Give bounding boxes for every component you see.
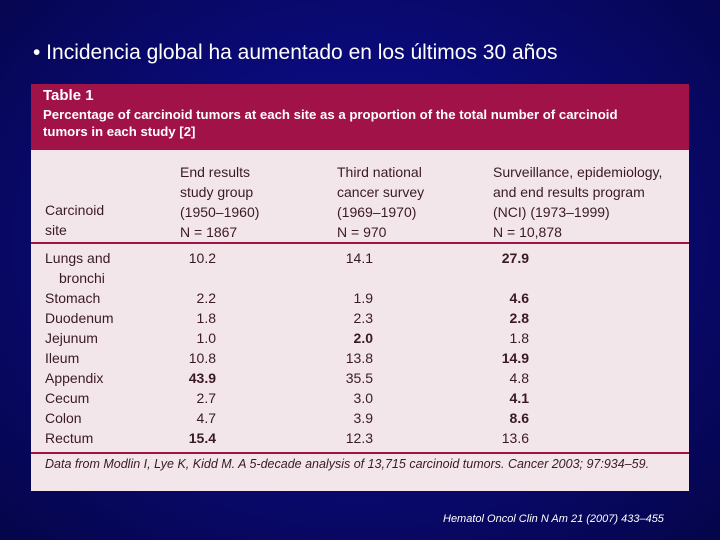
col2-line4: N = 970 (337, 224, 387, 240)
cell-third-national: 1.9 (353, 290, 373, 306)
table-source-note: Data from Modlin I, Lye K, Kidd M. A 5-d… (45, 456, 685, 473)
cell-seer: 4.6 (509, 290, 529, 306)
col2-line2: cancer survey (337, 184, 425, 200)
cell-seer: 8.6 (509, 410, 529, 426)
cell-seer: 27.9 (501, 250, 529, 266)
cell-end-results: 10.8 (188, 350, 216, 366)
cell-site-continued: bronchi (59, 270, 105, 286)
cell-third-national: 35.5 (345, 370, 373, 386)
column-header-third-national: Third national cancer survey (1969–1970)… (337, 162, 424, 242)
table-row: Duodenum 1.8 2.3 2.8 (31, 308, 689, 328)
source-note-text: Data from Modlin I, Lye K, Kidd M. A 5-d… (45, 457, 650, 471)
table-row: Jejunum 1.0 2.0 1.8 (31, 328, 689, 348)
carcinoid-table: Table 1 Percentage of carcinoid tumors a… (31, 84, 689, 491)
table-row: Ileum 10.8 13.8 14.9 (31, 348, 689, 368)
cell-site: Stomach (45, 290, 101, 306)
column-header-site-line1: Carcinoid (45, 202, 105, 218)
cell-site: Rectum (45, 430, 94, 446)
cell-third-national: 2.3 (353, 310, 373, 326)
col2-line3: (1969–1970) (337, 204, 417, 220)
table-row-continuation: bronchi (31, 268, 689, 288)
col3-line3: (NCI) (1973–1999) (493, 204, 610, 220)
cell-end-results: 2.2 (196, 290, 216, 306)
cell-third-national: 2.0 (353, 330, 373, 346)
cell-end-results: 2.7 (196, 390, 216, 406)
cell-seer: 4.1 (509, 390, 529, 406)
cell-site: Appendix (45, 370, 104, 386)
cell-site: Cecum (45, 390, 90, 406)
cell-site: Duodenum (45, 310, 114, 326)
cell-end-results: 43.9 (188, 370, 216, 386)
cell-third-national: 12.3 (345, 430, 373, 446)
footer-rule (31, 452, 689, 454)
col1-line3: (1950–1960) (180, 204, 260, 220)
slide-bullet-text: • Incidencia global ha aumentado en los … (33, 41, 558, 64)
table-row: Appendix 43.9 35.5 4.8 (31, 368, 689, 388)
column-header-site: Carcinoid site (45, 200, 104, 240)
col3-line2: and end results program (493, 184, 645, 200)
col2-line1: Third national (337, 164, 422, 180)
table-caption-line1: Percentage of carcinoid tumors at each s… (43, 107, 618, 122)
table-row: Rectum 15.4 12.3 13.6 (31, 428, 689, 448)
cell-seer: 4.8 (509, 370, 529, 386)
cell-seer: 1.8 (509, 330, 529, 346)
cell-end-results: 15.4 (188, 430, 216, 446)
cell-third-national: 3.9 (353, 410, 373, 426)
cell-seer: 2.8 (509, 310, 529, 326)
cell-third-national: 13.8 (345, 350, 373, 366)
slide-citation: Hematol Oncol Clin N Am 21 (2007) 433–45… (443, 513, 664, 525)
cell-third-national: 14.1 (345, 250, 373, 266)
cell-seer: 14.9 (501, 350, 529, 366)
table-header-band: Table 1 Percentage of carcinoid tumors a… (31, 84, 689, 150)
col1-line4: N = 1867 (180, 224, 238, 240)
column-header-seer: Surveillance, epidemiology, and end resu… (493, 162, 662, 242)
cell-third-national: 3.0 (353, 390, 373, 406)
col1-line1: End results (180, 164, 251, 180)
col3-line4: N = 10,878 (493, 224, 562, 240)
table-title: Table 1 (43, 87, 94, 104)
table-row: Colon 4.7 3.9 8.6 (31, 408, 689, 428)
col1-line2: study group (180, 184, 254, 200)
col3-line1: Surveillance, epidemiology, (493, 164, 663, 180)
cell-end-results: 1.8 (196, 310, 216, 326)
cell-site: Lungs and (45, 250, 111, 266)
cell-end-results: 10.2 (188, 250, 216, 266)
table-row: Lungs and 10.2 14.1 27.9 (31, 248, 689, 268)
cell-site: Jejunum (45, 330, 98, 346)
column-header-site-line2: site (45, 222, 67, 238)
cell-site: Colon (45, 410, 82, 426)
table-row: Cecum 2.7 3.0 4.1 (31, 388, 689, 408)
column-header-end-results: End results study group (1950–1960) N = … (180, 162, 259, 242)
table-row: Stomach 2.2 1.9 4.6 (31, 288, 689, 308)
cell-end-results: 4.7 (196, 410, 216, 426)
header-rule (31, 242, 689, 244)
table-caption-line2: tumors in each study [2] (43, 124, 196, 139)
cell-end-results: 1.0 (196, 330, 216, 346)
cell-site: Ileum (45, 350, 80, 366)
cell-seer: 13.6 (501, 430, 529, 446)
